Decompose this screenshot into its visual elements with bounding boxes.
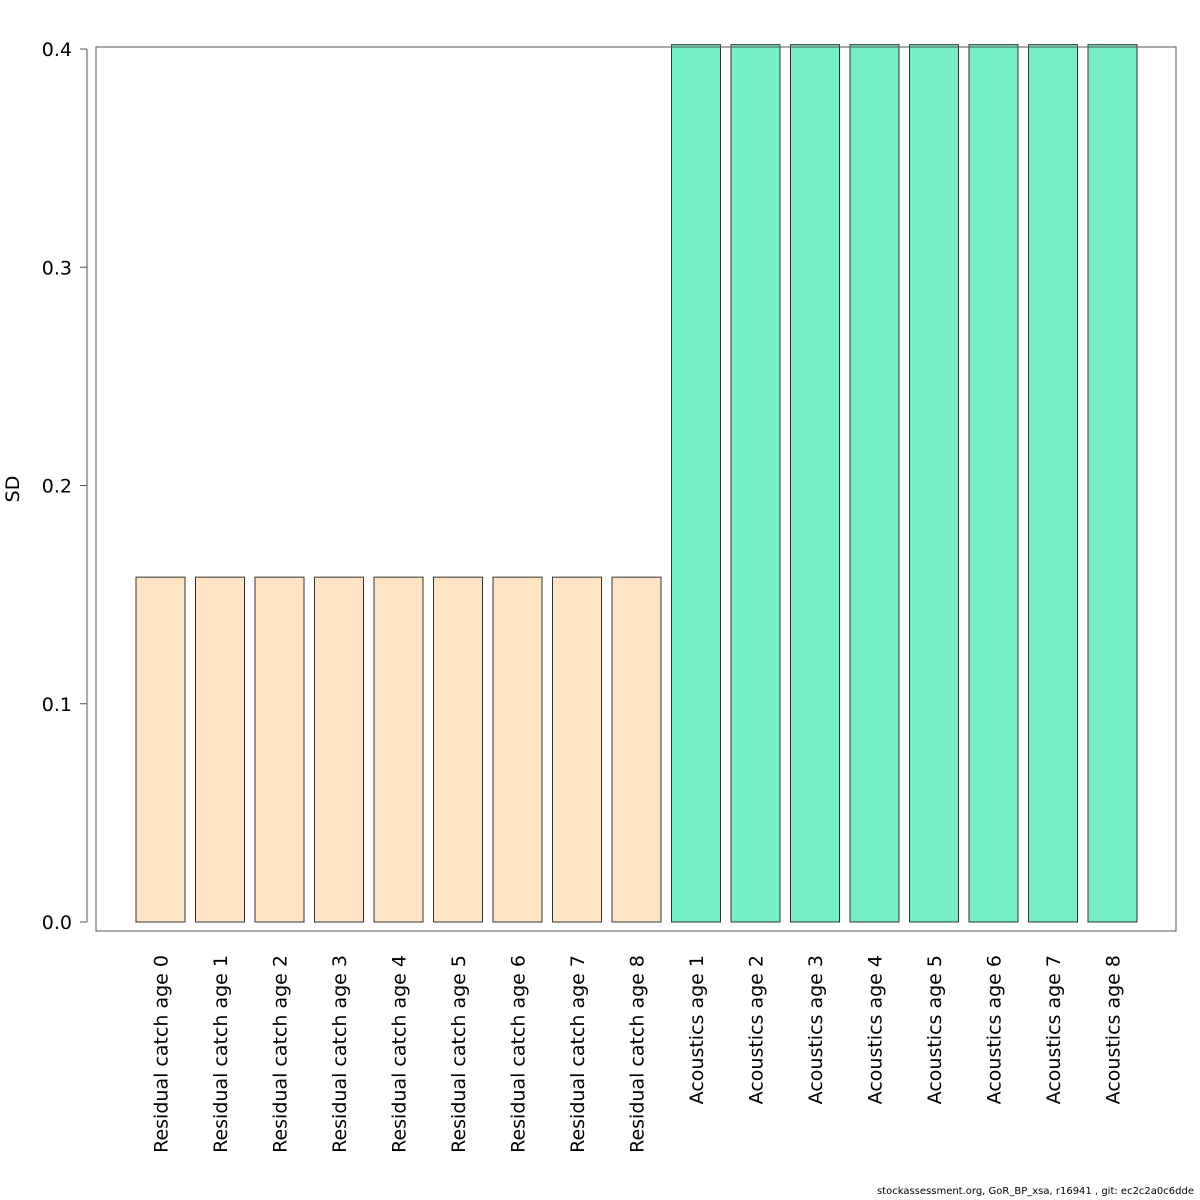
bar: [909, 44, 959, 923]
bar: [790, 44, 840, 923]
bar: [492, 576, 543, 923]
y-axis: 0.0 0.1 0.2 0.3 0.4: [42, 39, 88, 934]
x-tick-label: Residual catch age 3: [329, 955, 351, 1153]
bar: [195, 576, 245, 923]
y-axis-label: SD: [2, 476, 24, 503]
bar: [849, 44, 900, 923]
y-tick-label: 0.2: [42, 476, 72, 498]
bar: [730, 44, 781, 923]
bar: [968, 44, 1019, 923]
y-tick-label: 0.1: [42, 694, 72, 716]
y-tick-label: 0.4: [42, 39, 72, 61]
x-tick-label: Acoustics age 5: [924, 955, 946, 1104]
x-tick-label: Acoustics age 2: [746, 955, 768, 1104]
x-tick-label: Acoustics age 8: [1103, 955, 1125, 1104]
bar: [1087, 44, 1138, 923]
y-tick-label: 0.3: [42, 257, 72, 279]
x-tick-label: Acoustics age 6: [984, 955, 1006, 1104]
x-tick-label: Residual catch age 8: [627, 955, 649, 1153]
x-tick-label: Residual catch age 6: [508, 955, 530, 1153]
bar: [314, 576, 364, 923]
footer-note: stockassessment.org, GoR_BP_xsa, r16941 …: [876, 1186, 1194, 1197]
bar: [433, 576, 483, 923]
x-tick-label: Residual catch age 2: [270, 955, 292, 1153]
x-axis-labels: Residual catch age 0 Residual catch age 1…: [151, 955, 1125, 1153]
x-tick-label: Residual catch age 7: [567, 955, 589, 1153]
y-tick-label: 0.0: [42, 912, 72, 934]
bars: [135, 44, 1138, 923]
plot-frame: [95, 46, 1177, 932]
x-tick-label: Residual catch age 0: [151, 955, 173, 1153]
bar: [254, 576, 305, 923]
x-tick-label: Acoustics age 7: [1043, 955, 1065, 1104]
bar: [671, 44, 721, 923]
bar: [611, 576, 662, 923]
bar: [552, 576, 602, 923]
x-tick-label: Residual catch age 5: [448, 955, 470, 1153]
bar: [373, 576, 424, 923]
bar: [1028, 44, 1078, 923]
x-tick-label: Residual catch age 1: [210, 955, 232, 1153]
x-tick-label: Acoustics age 3: [805, 955, 827, 1104]
x-tick-label: Acoustics age 1: [686, 955, 708, 1104]
x-tick-label: Residual catch age 4: [389, 955, 411, 1153]
bar: [135, 576, 186, 923]
x-tick-label: Acoustics age 4: [865, 955, 887, 1104]
